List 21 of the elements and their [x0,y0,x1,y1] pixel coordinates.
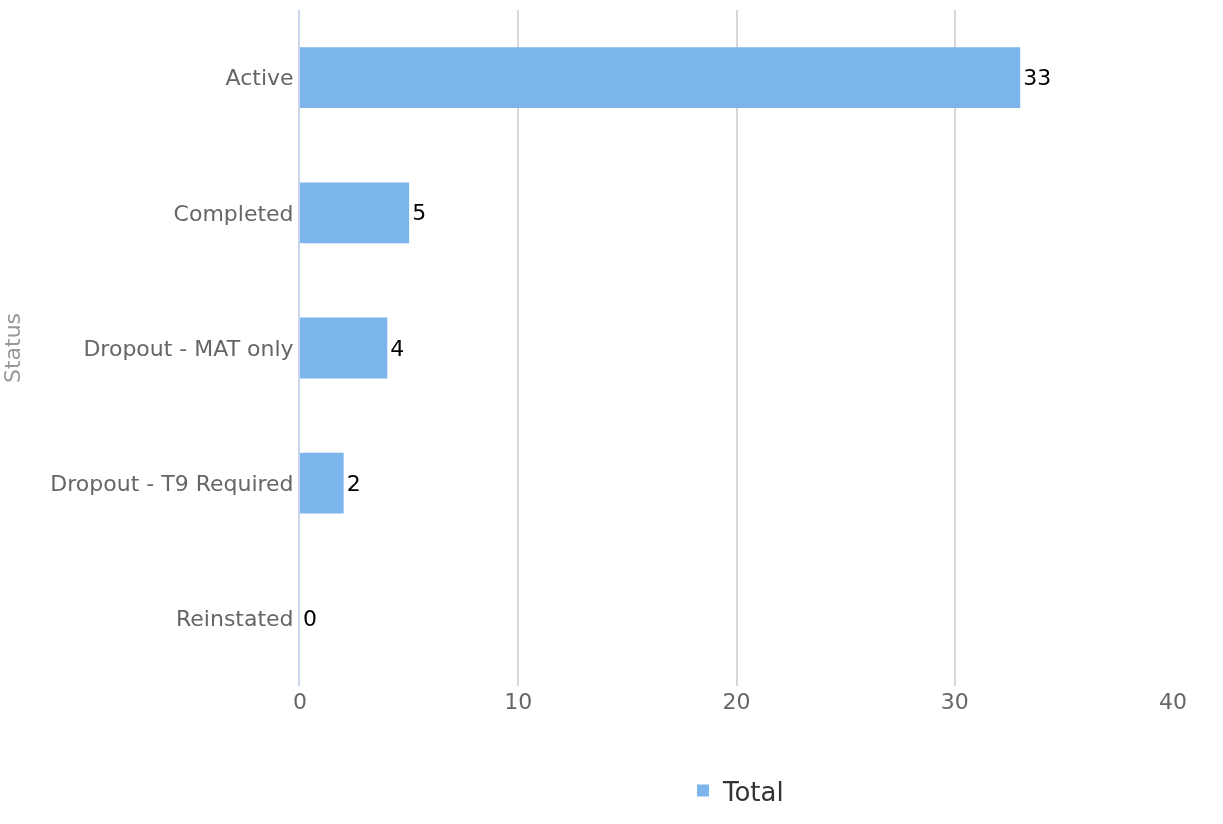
y-axis-title: Status [0,312,25,384]
x-tick-label: 30 [940,689,969,714]
legend-label: Total [722,776,784,807]
x-tick-label: 40 [1159,689,1187,714]
data-label: 0 [303,605,317,631]
y-tick-label: Active [225,65,294,91]
data-label: 2 [346,470,361,496]
data-label: 33 [1023,65,1052,91]
bar [300,182,410,244]
y-tick-label: Dropout - T9 Required [50,470,294,496]
data-label: 5 [412,200,427,226]
x-tick-label: 0 [293,689,307,714]
x-tick-label: 10 [504,689,533,714]
y-tick-label: Completed [173,200,294,226]
bar [300,452,344,514]
x-tick-label: 20 [722,689,751,714]
data-label: 4 [390,335,405,361]
y-tick-label: Dropout - MAT only [83,335,294,361]
y-tick-label: Reinstated [176,606,294,632]
bar [300,317,388,379]
bar [300,47,1021,109]
